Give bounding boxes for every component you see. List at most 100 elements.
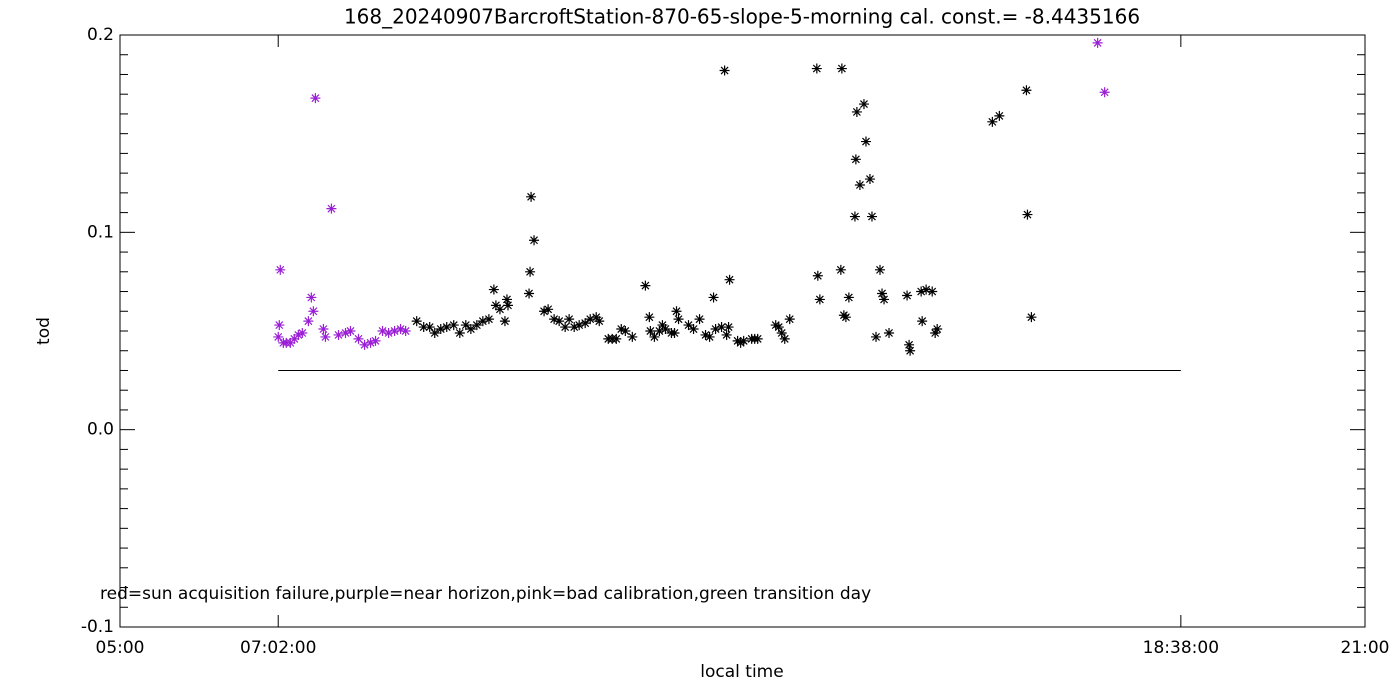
data-point — [297, 327, 308, 338]
data-point — [773, 322, 784, 333]
y-tick-label: 0.2 — [87, 25, 114, 45]
data-point — [645, 326, 656, 336]
y-tick-label: 0.0 — [87, 420, 114, 440]
data-point — [383, 327, 394, 338]
data-point — [812, 270, 823, 281]
data-point — [879, 294, 890, 305]
data-point — [916, 286, 927, 297]
data-point — [501, 294, 512, 305]
data-point — [994, 110, 1005, 121]
data-point — [424, 322, 435, 333]
data-point — [454, 327, 465, 338]
data-point — [627, 331, 638, 342]
data-point — [694, 314, 705, 325]
data-point — [877, 288, 888, 299]
data-point — [585, 314, 596, 325]
data-point — [326, 203, 337, 214]
data-point — [543, 304, 554, 315]
data-point — [345, 326, 356, 336]
data-point — [549, 314, 560, 325]
plot-frame — [119, 34, 1366, 628]
data-point — [921, 284, 932, 295]
data-point — [560, 322, 571, 333]
data-point — [927, 286, 938, 297]
data-point — [483, 314, 494, 325]
data-point — [738, 335, 749, 346]
data-point — [448, 320, 459, 331]
data-point — [814, 294, 825, 305]
data-point — [871, 331, 882, 342]
data-point — [490, 300, 501, 311]
data-point — [860, 136, 871, 147]
data-point — [554, 316, 565, 327]
data-point — [732, 335, 743, 346]
data-point — [275, 264, 286, 275]
data-point — [704, 331, 715, 342]
data-point — [840, 312, 851, 323]
data-point — [616, 324, 627, 335]
data-point — [683, 320, 694, 331]
data-point — [320, 331, 331, 342]
data-point — [273, 331, 284, 342]
data-point — [776, 327, 787, 338]
data-point — [303, 316, 314, 327]
data-point — [1022, 209, 1033, 220]
data-point — [864, 174, 875, 185]
data-point — [770, 320, 781, 331]
data-point — [340, 327, 351, 338]
data-point — [640, 280, 651, 291]
data-point — [932, 324, 943, 335]
annotation: red=sun acquisition failure,purple=near … — [100, 584, 871, 604]
data-point — [274, 320, 285, 331]
data-point — [779, 333, 790, 344]
data-point — [688, 324, 699, 335]
data-point — [460, 320, 471, 331]
data-point — [400, 326, 411, 336]
data-point — [359, 339, 370, 350]
data-point — [811, 63, 822, 74]
data-point — [488, 284, 499, 295]
data-point — [435, 324, 446, 335]
x-axis-label: local time — [700, 662, 783, 682]
y-tick-label: -0.1 — [81, 617, 114, 637]
data-point — [1099, 87, 1110, 98]
data-point — [835, 264, 846, 275]
data-point — [735, 337, 746, 348]
data-point — [353, 333, 364, 344]
data-point — [441, 322, 452, 333]
data-point — [904, 339, 915, 350]
x-tick-label: 21:00 — [1341, 638, 1390, 658]
y-axis-label: tod — [34, 317, 54, 345]
data-point — [418, 322, 429, 333]
data-point — [477, 316, 488, 327]
data-point — [395, 324, 406, 335]
data-point — [673, 314, 684, 325]
data-point — [669, 327, 680, 338]
data-point — [306, 292, 317, 303]
data-point — [526, 191, 537, 202]
data-point — [836, 63, 847, 74]
data-point — [293, 329, 304, 340]
data-point — [850, 154, 861, 165]
data-point — [660, 324, 671, 335]
data-point — [644, 312, 655, 323]
data-point — [564, 314, 575, 325]
data-point — [723, 322, 734, 333]
data-point — [930, 327, 941, 338]
data-point — [716, 322, 727, 333]
data-point — [719, 65, 730, 76]
data-point — [1021, 85, 1032, 96]
data-point — [649, 331, 660, 342]
x-tick-label: 05:00 — [96, 638, 145, 658]
data-point — [854, 179, 865, 190]
data-point — [310, 93, 321, 104]
x-tick-label: 18:38:00 — [1143, 638, 1219, 658]
chart-title: 168_20240907BarcroftStation-870-65-slope… — [344, 5, 1140, 29]
data-point — [524, 288, 535, 299]
data-point — [285, 337, 296, 348]
data-point — [849, 211, 860, 222]
data-point — [987, 116, 998, 127]
data-point — [843, 292, 854, 303]
data-point — [851, 106, 862, 117]
